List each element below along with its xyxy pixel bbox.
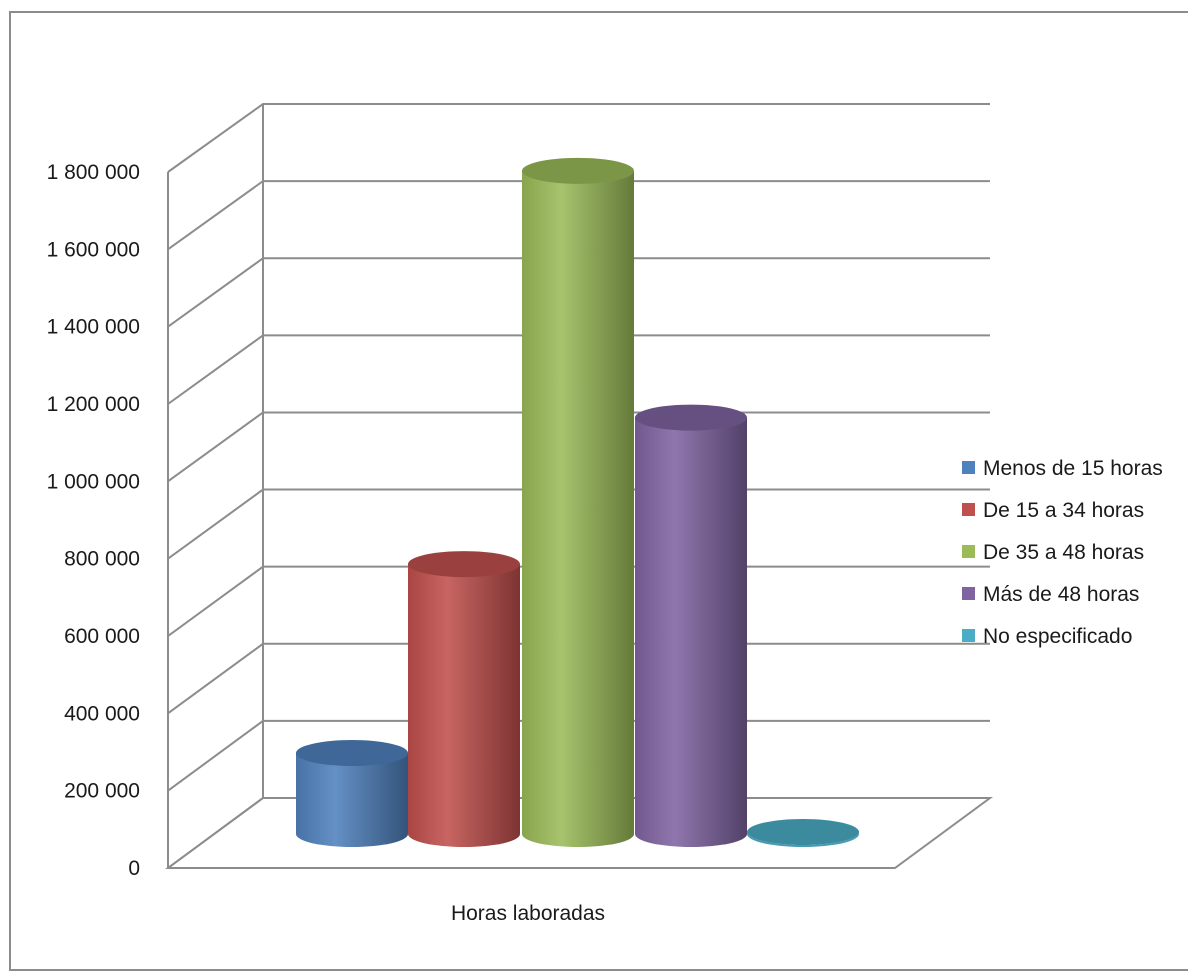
legend-label: Más de 48 horas	[983, 583, 1139, 606]
legend-item: No especificado	[962, 625, 1132, 648]
bar-4	[747, 819, 859, 847]
legend: Menos de 15 horas De 15 a 34 horas De 35 a…	[962, 457, 1163, 648]
bar-0	[296, 740, 408, 847]
gridline	[167, 719, 990, 792]
legend-item: De 35 a 48 horas	[962, 541, 1144, 564]
x-category-label: Horas laboradas	[451, 902, 605, 925]
y-tick-label: 1 200 000	[47, 393, 140, 416]
bar-body	[296, 753, 408, 847]
gridline	[167, 797, 990, 869]
y-tick-label: 200 000	[64, 780, 140, 803]
legend-swatch	[962, 587, 975, 600]
x-axis: Horas laboradas	[451, 902, 605, 925]
legend-label: De 15 a 34 horas	[983, 499, 1144, 522]
gridline	[167, 334, 990, 405]
bar-3	[635, 404, 747, 847]
gridline	[167, 411, 990, 483]
bar-top	[408, 551, 520, 578]
bar-top	[747, 819, 859, 845]
gridline	[167, 565, 990, 637]
gridline	[167, 642, 990, 715]
gridline	[167, 488, 990, 560]
legend-label: No especificado	[983, 625, 1132, 648]
y-tick-label: 1 800 000	[47, 161, 140, 184]
y-tick-label: 600 000	[64, 625, 140, 648]
legend-swatch	[962, 629, 975, 642]
y-tick-label: 400 000	[64, 702, 140, 725]
legend-label: Menos de 15 horas	[983, 457, 1163, 480]
y-tick-label: 0	[128, 857, 140, 880]
legend-swatch	[962, 461, 975, 474]
bar-top	[522, 157, 634, 184]
gridline	[167, 257, 990, 328]
y-tick-label: 1 000 000	[47, 470, 140, 493]
y-tick-label: 800 000	[64, 548, 140, 571]
bar-1	[408, 551, 520, 847]
legend-label: De 35 a 48 horas	[983, 541, 1144, 564]
bar-top	[296, 740, 408, 767]
bar-body	[522, 170, 634, 847]
legend-swatch	[962, 503, 975, 516]
legend-swatch	[962, 545, 975, 558]
bar-body	[635, 417, 747, 847]
gridline	[167, 103, 990, 173]
legend-item: De 15 a 34 horas	[962, 499, 1144, 522]
gridline	[167, 180, 990, 251]
y-axis: 0 200 000 400 000 600 000 800 000 1 000 000 1 …	[47, 161, 140, 880]
bar-body	[408, 564, 520, 847]
y-tick-label: 1 600 000	[47, 238, 140, 261]
legend-item: Más de 48 horas	[962, 583, 1139, 606]
bar-top	[635, 404, 747, 431]
gridlines	[167, 103, 990, 869]
bar-2	[522, 157, 634, 847]
bars	[296, 157, 859, 847]
y-tick-label: 1 400 000	[47, 316, 140, 339]
legend-item: Menos de 15 horas	[962, 457, 1163, 480]
